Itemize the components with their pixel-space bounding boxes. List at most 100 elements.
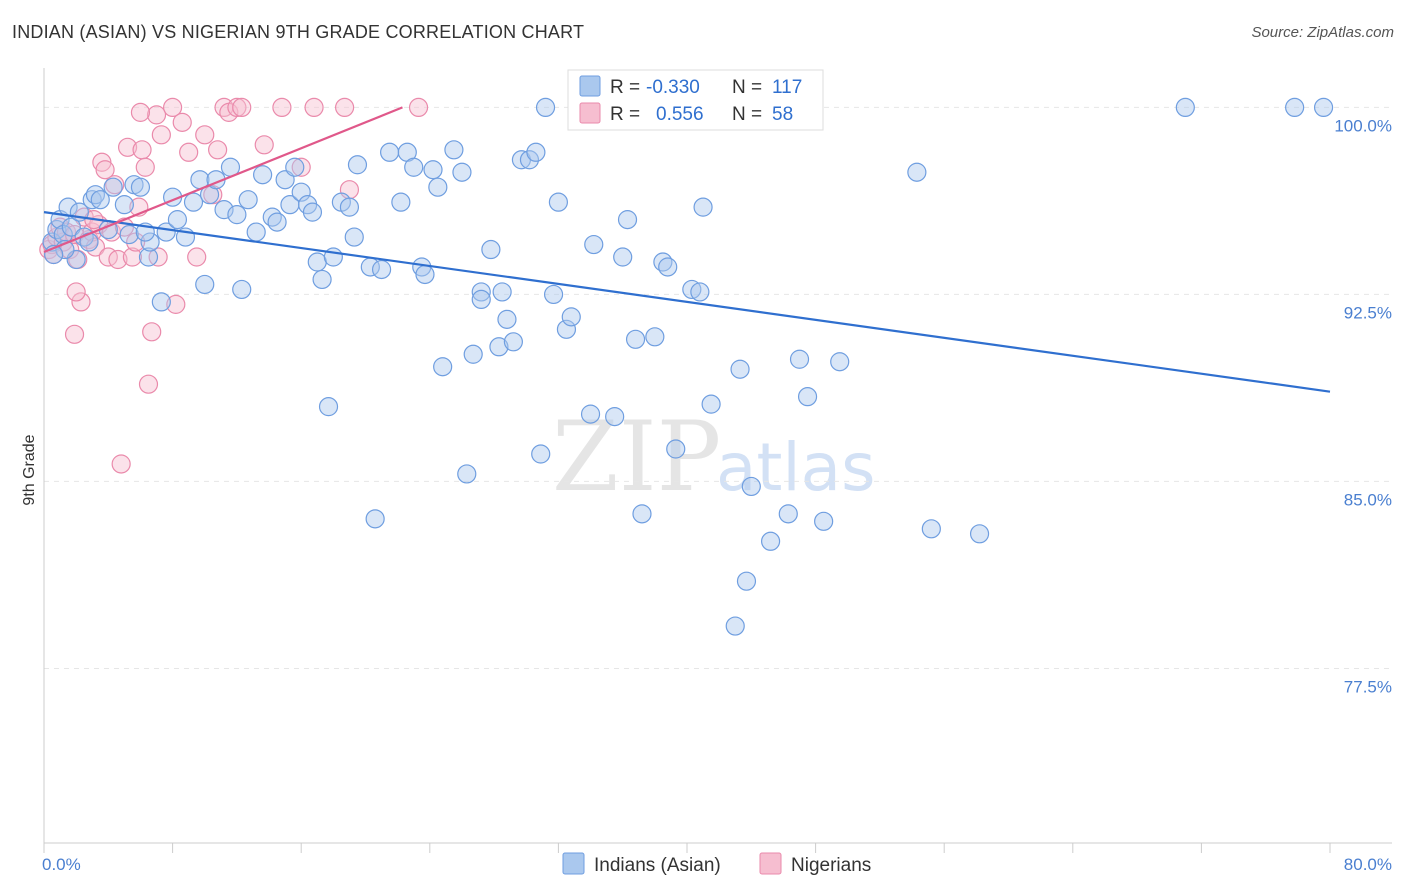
series-legend: Indians (Asian) Nigerians — [562, 852, 871, 876]
indians-asian-point-42 — [291, 182, 311, 202]
indians-asian-point-46 — [312, 269, 332, 290]
indians-asian-point-80 — [535, 97, 556, 118]
indians-asian-point-107 — [797, 387, 818, 407]
nigerians-point-25 — [126, 232, 146, 252]
nigerians-point-46 — [291, 157, 311, 177]
indians-asian-point-52 — [347, 155, 368, 175]
indians-asian-point-105 — [778, 504, 798, 524]
nigerians-point-30 — [142, 322, 162, 342]
indians-asian-point-33 — [232, 279, 252, 300]
indians-asian-point-97 — [690, 282, 710, 302]
nigerians-point-21 — [108, 249, 128, 270]
nigerians-point-44 — [254, 135, 274, 155]
indians-asian-point-36 — [253, 165, 273, 185]
indians-asian-point-65 — [444, 140, 464, 160]
watermark-zip: ZIP — [552, 401, 721, 513]
nigerians-point-28 — [135, 157, 155, 177]
indians-asian-point-85 — [580, 404, 601, 424]
nigerians-point-50 — [408, 97, 429, 118]
indians-asian-point-90 — [625, 329, 646, 349]
nigerians-point-37 — [195, 125, 215, 145]
indians-asian-point-101 — [736, 571, 757, 591]
indians-asian-point-66 — [452, 162, 472, 182]
indians-asian-point-17 — [130, 177, 151, 197]
indians-asian-point-18 — [138, 247, 159, 267]
indians-asian-point-69 — [471, 282, 491, 302]
indians-asian-point-34 — [238, 190, 258, 210]
indians-asian-point-14 — [114, 195, 134, 215]
indians-asian-point-55 — [371, 259, 392, 280]
nigerians-point-27 — [132, 140, 152, 160]
indians-asian-point-44 — [302, 202, 323, 222]
nigerians-point-42 — [227, 97, 247, 118]
indians-asian-point-30 — [214, 200, 234, 220]
legend-n-value-nigerians: 58 — [772, 104, 793, 125]
indians-asian-point-57 — [391, 192, 411, 212]
indians-asian-point-113 — [1175, 97, 1195, 118]
indians-asian-point-51 — [344, 227, 364, 247]
y-tick-label-3: 100.0% — [1334, 116, 1392, 135]
legend-r-label-indians: R = — [610, 77, 640, 98]
nigerians-trend-line — [43, 106, 403, 254]
x-tick-labels: 0.0% 80.0% — [42, 855, 1392, 874]
nigerians-point-39 — [208, 140, 228, 160]
nigerians-point-47 — [304, 97, 324, 118]
indians-asian-point-89 — [617, 210, 638, 230]
indians-asian-point-92 — [645, 327, 665, 347]
indians-asian-point-20 — [151, 292, 171, 312]
indians-asian-point-59 — [404, 157, 424, 177]
indians-asian-point-87 — [605, 407, 625, 427]
indians-asian-point-77 — [519, 150, 540, 170]
indians-asian-point-114 — [1285, 97, 1305, 118]
stats-legend: R = -0.330 N = 117 R = 0.556 N = 58 — [567, 69, 824, 131]
axes — [43, 68, 1392, 853]
indians-asian-point-110 — [907, 162, 927, 182]
indians-asian-point-62 — [423, 160, 443, 180]
nigerians-point-53 — [64, 324, 85, 344]
series-legend-swatch-nigerians — [759, 852, 782, 875]
indians-asian-point-109 — [830, 352, 850, 372]
nigerians-point-57 — [172, 112, 192, 132]
indians-asian-point-38 — [267, 212, 287, 232]
indians-asian-point-91 — [632, 504, 652, 524]
series-legend-label-indians: Indians (Asian) — [594, 855, 721, 876]
legend-swatch-indians — [579, 75, 601, 97]
indians-asian-point-50 — [339, 197, 360, 217]
indians-asian-point-25 — [183, 192, 204, 212]
indians-asian-point-27 — [195, 274, 215, 295]
legend-n-label-nigerians: N = — [732, 104, 762, 125]
indians-asian-point-108 — [814, 511, 834, 531]
indians-asian-point-96 — [682, 279, 702, 300]
y-tick-labels: 77.5% 85.0% 92.5% 100.0% — [1334, 116, 1392, 696]
nigerians-point-55 — [148, 247, 168, 267]
indians-asian-point-61 — [415, 264, 435, 285]
indians-asian-point-106 — [789, 349, 810, 369]
nigerians-point-17 — [95, 160, 115, 180]
indians-asian-point-41 — [285, 157, 305, 177]
legend-r-value-indians: -0.330 — [646, 77, 700, 98]
watermark-atlas: atlas — [716, 429, 876, 506]
indians-asian-point-70 — [471, 289, 491, 310]
indians-asian-point-95 — [666, 439, 686, 459]
legend-r-label-nigerians: R = — [610, 104, 640, 125]
indians-asian-point-103 — [725, 616, 745, 636]
nigerians-point-45 — [272, 97, 292, 118]
stats-legend-frame — [567, 69, 824, 131]
nigerians-point-32 — [151, 125, 171, 145]
nigerians-point-33 — [163, 97, 183, 118]
nigerians-point-43 — [232, 97, 252, 118]
indians-asian-point-78 — [526, 142, 546, 162]
indians-asian-point-35 — [246, 222, 266, 242]
indians-asian-point-32 — [227, 205, 247, 225]
indians-asian-point-47 — [318, 397, 339, 417]
indians-asian-point-71 — [481, 239, 501, 260]
trend-lines — [43, 106, 1331, 393]
indians-asian-point-98 — [693, 197, 713, 217]
nigerians-point-48 — [335, 97, 355, 118]
indians-asian-point-94 — [658, 257, 678, 277]
grid-lines — [44, 106, 1392, 669]
indians-asian-point-104 — [760, 531, 781, 551]
indians-asian-point-99 — [701, 394, 721, 414]
nigerians-point-54 — [130, 102, 151, 122]
